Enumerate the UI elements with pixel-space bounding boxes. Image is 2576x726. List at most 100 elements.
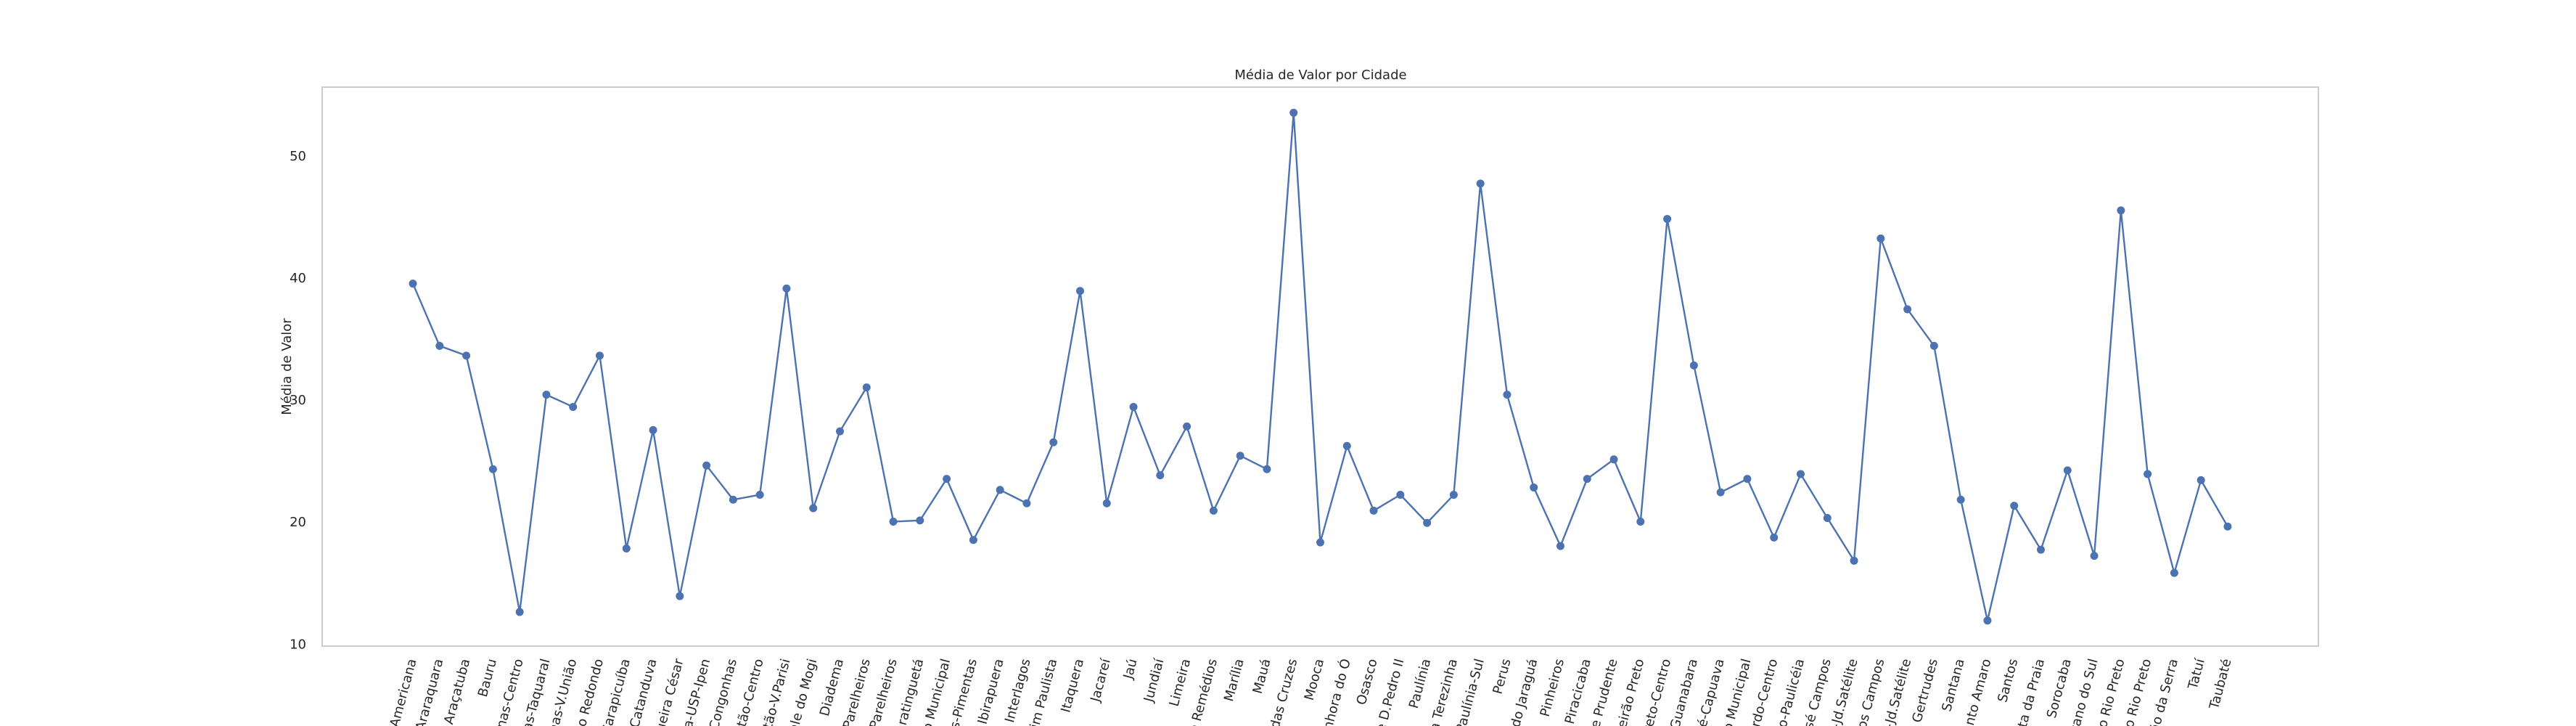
x-tick-label: Jacareí <box>1088 656 1114 704</box>
point <box>542 391 551 399</box>
x-tick-label: Marília <box>1221 657 1247 703</box>
point <box>969 536 977 544</box>
point <box>996 486 1004 494</box>
point <box>1022 499 1031 507</box>
x-tick-label: Santana <box>1939 657 1968 713</box>
point <box>1342 441 1351 450</box>
point <box>1530 483 1538 492</box>
point <box>809 504 818 513</box>
point <box>1823 513 1831 522</box>
point <box>595 351 604 360</box>
y-tick-label: 50 <box>290 149 306 164</box>
point <box>1876 234 1885 242</box>
point <box>755 491 764 499</box>
x-tick-label: Sorocaba <box>2044 657 2075 719</box>
y-tick-label: 10 <box>290 637 306 652</box>
x-tick-label: Ibirapuera <box>975 657 1007 726</box>
point <box>1449 491 1458 499</box>
point <box>835 427 844 436</box>
point <box>569 402 578 411</box>
point <box>943 475 951 484</box>
x-tick-label: Perus <box>1490 657 1514 696</box>
point <box>1716 488 1725 497</box>
point <box>1929 341 1938 350</box>
point <box>1156 471 1165 480</box>
point <box>1850 556 1858 565</box>
point <box>1770 533 1779 542</box>
point <box>1423 518 1432 527</box>
point <box>1075 287 1084 295</box>
point <box>1636 518 1645 526</box>
point <box>1476 179 1485 188</box>
point <box>488 465 497 473</box>
x-tick-label: Santos <box>1995 657 2021 704</box>
point <box>515 608 524 616</box>
point <box>1263 465 1271 473</box>
x-tick-label: Interlagos <box>1002 657 1034 724</box>
point <box>1183 422 1191 431</box>
point <box>2196 476 2205 484</box>
point <box>1369 506 1378 515</box>
point <box>889 518 898 526</box>
point <box>1583 475 1591 484</box>
point <box>1503 391 1511 399</box>
x-tick-label: Itaquera <box>1058 657 1087 714</box>
x-tick-label: Bauru <box>475 657 500 698</box>
point <box>2223 522 2232 531</box>
point <box>1663 215 1672 224</box>
chart-title: Média de Valor por Cidade <box>1234 68 1406 83</box>
point <box>862 383 871 392</box>
point <box>1903 305 1912 314</box>
point <box>1289 108 1298 117</box>
point <box>1316 538 1324 547</box>
x-tick-label: Limeira <box>1167 657 1194 708</box>
x-tick-label: Pinheiros <box>1538 657 1567 718</box>
point <box>1797 470 1805 478</box>
point <box>2117 206 2125 215</box>
point <box>1236 452 1244 460</box>
point <box>1049 438 1058 446</box>
y-axis-label: Média de Valor <box>279 318 295 415</box>
point <box>409 280 417 288</box>
x-tick-label: Tatuí <box>2185 656 2208 691</box>
point <box>729 495 737 504</box>
point <box>1609 455 1618 464</box>
point <box>462 351 471 360</box>
point <box>1396 491 1405 499</box>
x-tick-label: Americana <box>387 657 419 726</box>
point <box>782 284 791 293</box>
x-tick-label: Mauá <box>1250 657 1274 696</box>
y-tick-label: 30 <box>290 393 306 408</box>
point <box>649 425 657 434</box>
point <box>1209 506 1218 515</box>
plot-frame <box>321 86 2319 647</box>
point <box>1983 616 1992 625</box>
y-tick-label: 20 <box>290 515 306 530</box>
x-tick-label: Catanduva <box>627 657 660 726</box>
x-tick-label: Osasco <box>1354 657 1381 706</box>
point <box>916 516 924 525</box>
x-tick-label: Jaú <box>1120 657 1141 681</box>
point <box>2090 552 2099 560</box>
point <box>702 461 711 470</box>
point <box>1556 542 1565 550</box>
point <box>676 592 684 600</box>
point <box>1743 475 1752 484</box>
point <box>435 341 444 350</box>
point <box>1129 402 1138 411</box>
x-tick-label: Paulínia <box>1406 657 1434 710</box>
x-tick-label: Mooca <box>1302 657 1327 702</box>
x-tick-label: Jundiaí <box>1141 656 1167 704</box>
point <box>622 544 631 553</box>
point <box>1689 361 1698 370</box>
x-tick-label: Taubaté <box>2207 657 2235 711</box>
point <box>1102 499 1111 507</box>
point <box>2037 545 2046 554</box>
x-tick-label: Piracicaba <box>1562 657 1594 725</box>
point <box>2144 470 2152 478</box>
point <box>1956 495 1965 504</box>
y-tick-label: 40 <box>290 271 306 286</box>
point <box>2170 568 2178 577</box>
x-tick-label: Araçatuba <box>441 657 473 726</box>
